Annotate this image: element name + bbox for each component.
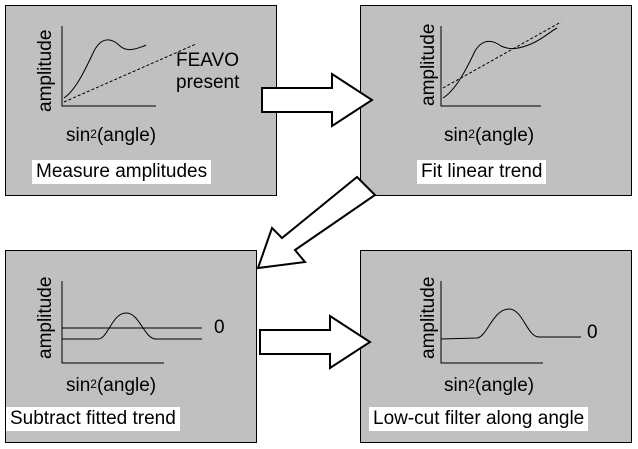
dashed-trend (442, 21, 562, 89)
y-axis (440, 26, 541, 107)
present-label: present (176, 72, 240, 93)
plot-subtract-fitted-trend (61, 281, 202, 364)
plot-low-cut-filter (440, 281, 581, 364)
feavo-annotation: FEAVO present (176, 50, 239, 94)
plot-measure-amplitudes (61, 26, 197, 107)
amplitude-curve (442, 27, 558, 99)
panel-subtract-fitted-trend: amplitude 0 sin2(angle) Subtract fitted … (5, 250, 257, 443)
arrow-right-bottom (259, 314, 372, 370)
panel-measure-amplitudes: amplitude sin2(angle) Measure amplitudes… (5, 5, 277, 196)
x-axis-label: sin2(angle) (444, 375, 535, 396)
y-axis (61, 281, 164, 364)
x-axis-label: sin2(angle) (444, 125, 535, 146)
zero-label: 0 (587, 322, 598, 343)
panel-low-cut-filter: amplitude 0 sin2(angle) Low-cut filter a… (360, 250, 632, 443)
amplitude-curve (63, 39, 147, 99)
caption-low-cut-filter: Low-cut filter along angle (369, 407, 589, 431)
dashed-trend (63, 43, 197, 103)
zero-label: 0 (214, 317, 225, 338)
arrow-diagonal (256, 175, 377, 270)
x-axis-label: sin2(angle) (66, 125, 157, 146)
arrow-right-top (261, 72, 374, 128)
y-axis (61, 26, 156, 107)
feavo-label: FEAVO (176, 50, 239, 71)
caption-fit-linear-trend: Fit linear trend (417, 160, 547, 184)
filtered-curve (440, 308, 581, 340)
residual-curve (62, 312, 202, 340)
caption-subtract-fitted-trend: Subtract fitted trend (6, 407, 180, 431)
y-axis (440, 281, 543, 364)
plot-fit-linear-trend (440, 21, 562, 107)
x-axis-label: sin2(angle) (66, 375, 157, 396)
caption-measure-amplitudes: Measure amplitudes (32, 160, 212, 184)
